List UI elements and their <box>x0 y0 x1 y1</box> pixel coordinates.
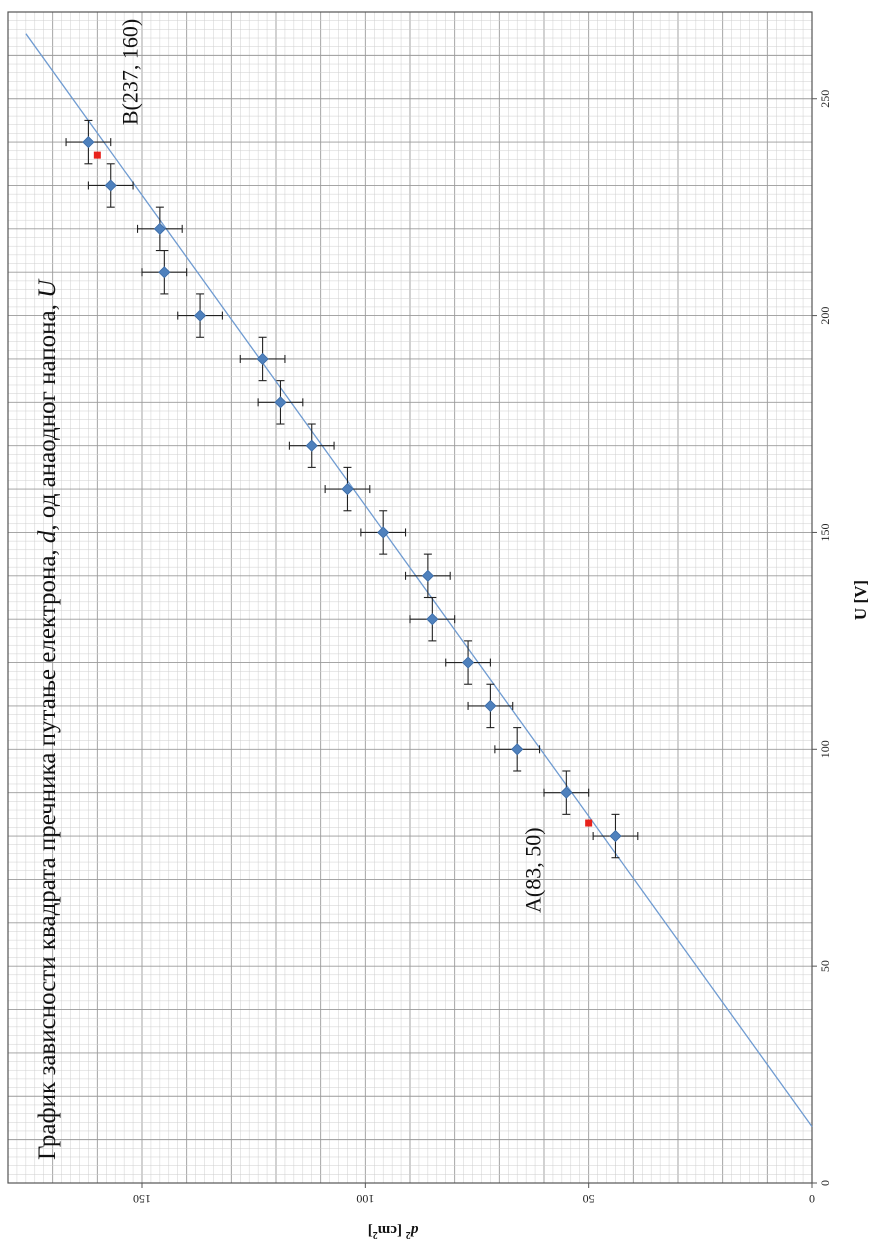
tick-label-layer: 0 50 100 150 200 250 0 50 100 150 <box>133 90 832 1206</box>
x-tick-label: 0 <box>818 1180 832 1186</box>
data-point <box>82 136 95 149</box>
annotation-label: A(83, 50) <box>521 827 546 913</box>
grid <box>7 11 813 1184</box>
y-tick-label: 100 <box>356 1192 374 1206</box>
data-point-group <box>409 596 456 642</box>
x-tick-label: 250 <box>818 90 832 108</box>
x-tick-label: 150 <box>818 523 832 541</box>
data-point-group <box>65 119 112 165</box>
y-tick-label: 0 <box>809 1192 815 1206</box>
data-point <box>426 613 439 626</box>
y-tick-label: 150 <box>133 1192 151 1206</box>
title-part-4: U <box>34 278 61 298</box>
x-tick-label: 50 <box>818 960 832 972</box>
title-part-1: График зависности квадрата пречника пута… <box>34 543 61 1160</box>
x-axis-label: U [V] <box>851 580 870 620</box>
data-point-group <box>324 466 371 512</box>
plot-border <box>7 11 813 1184</box>
data-point-group <box>360 510 407 555</box>
data-point-group <box>592 813 639 859</box>
data-point <box>421 569 434 582</box>
data-point-group <box>543 770 590 815</box>
plot-frame <box>7 11 813 1184</box>
data-point <box>153 222 166 235</box>
data-point <box>462 656 475 669</box>
data-point-group <box>87 163 134 208</box>
data-point <box>194 309 207 322</box>
y-axis-label: d2 [cm2] <box>368 1222 418 1240</box>
data-point <box>274 396 287 409</box>
data-point-group <box>239 336 286 382</box>
data-point <box>104 179 117 192</box>
data-point-group <box>288 423 335 468</box>
data-point <box>341 483 354 496</box>
title-part-2: d <box>34 530 61 543</box>
annotation-label: B(237, 160) <box>117 19 142 125</box>
data-point <box>256 352 269 366</box>
data-point-group <box>494 727 541 772</box>
data-point-group <box>257 380 304 425</box>
data-point <box>484 699 497 712</box>
fit-line-layer <box>25 33 813 1127</box>
data-point-group <box>136 206 183 252</box>
data-layer <box>65 119 639 859</box>
y-tick-label: 50 <box>583 1192 595 1206</box>
data-point <box>305 439 318 452</box>
x-tick-label: 200 <box>818 307 832 325</box>
data-point-group <box>467 683 514 729</box>
data-point-group <box>177 293 223 338</box>
data-point-group <box>141 249 188 295</box>
x-tick-label: 100 <box>818 740 832 758</box>
fit-line <box>25 33 813 1127</box>
data-point <box>511 743 524 756</box>
data-point-group <box>445 640 491 685</box>
chart-title: График зависности квадрата пречника пута… <box>34 278 61 1160</box>
data-point-group <box>404 553 451 599</box>
title-part-3: , од анаодног напона, <box>34 298 61 531</box>
data-point <box>609 829 622 843</box>
annotation-layer: A(83, 50) B(237, 160) <box>93 19 593 913</box>
annotation-marker <box>93 151 101 159</box>
data-point <box>158 266 171 279</box>
data-point <box>560 786 573 799</box>
data-point <box>377 526 390 539</box>
annotation-marker <box>585 819 593 827</box>
